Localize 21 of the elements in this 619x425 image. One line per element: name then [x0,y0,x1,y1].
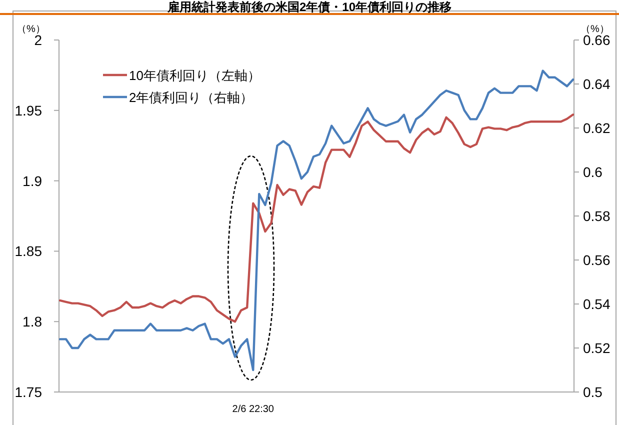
y-tick-label: 1.8 [22,314,42,330]
y2-tick-label: 0.58 [583,208,610,224]
y2-tick-label: 0.5 [583,384,602,400]
y2-tick-label: 0.62 [583,120,610,136]
x-tick-label: 2/6 22:30 [232,404,274,415]
y-tick-label: 2 [34,32,42,48]
legend-label: 2年債利回り（右軸） [129,90,254,105]
y2-tick-label: 0.56 [583,252,610,268]
y-tick-label: 1.9 [22,172,42,189]
y2-tick-label: 0.66 [583,32,610,48]
legend-label: 10年債利回り（左軸） [129,68,260,83]
y-tick-label: 1.85 [14,243,42,260]
y2-axis-title: （%） [580,24,610,35]
y2-tick-label: 0.52 [583,340,610,356]
chart-title: 雇用統計発表前後の米国2年債・10年債利回りの推移 [166,0,452,14]
y2-tick-label: 0.6 [583,164,602,180]
y-axis-title: （%） [16,24,46,35]
y2-tick-label: 0.54 [583,296,610,312]
y-tick-label: 1.95 [14,102,42,118]
y-tick-label: 1.75 [14,384,42,400]
y2-tick-label: 0.64 [583,76,610,92]
